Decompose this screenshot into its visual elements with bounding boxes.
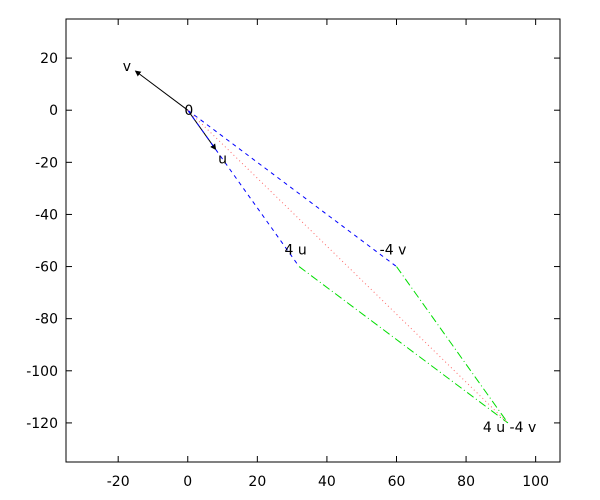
tick-layer: -20 0 20 40 60 80 100 20 0 -20 -40 -60 -80 -100 -120 xyxy=(26,19,560,490)
y-tick-label: -40 xyxy=(35,207,58,223)
y-tick-label: 0 xyxy=(49,103,58,119)
series-layer xyxy=(134,70,509,424)
x-tick-label: 20 xyxy=(248,474,266,490)
y-tick-label: 20 xyxy=(40,51,58,67)
point-label: 4 u xyxy=(284,243,306,259)
x-tick-label: 60 xyxy=(388,474,406,490)
plot-frame xyxy=(65,18,561,463)
y-tick-label: -80 xyxy=(35,312,58,328)
point-label: 4 u -4 v xyxy=(483,420,536,436)
series-line-6 xyxy=(396,266,509,424)
point-label: 0 xyxy=(184,103,193,119)
series-line-5 xyxy=(298,266,509,424)
series-line-2 xyxy=(187,109,217,151)
x-tick-label: 100 xyxy=(522,474,549,490)
y-tick-label: -120 xyxy=(26,416,58,432)
point-label: u xyxy=(218,151,227,167)
point-label: v xyxy=(123,59,131,75)
x-tick-label: 0 xyxy=(183,474,192,490)
series-line-7 xyxy=(187,109,509,424)
annotation-layer: v 0 u 4 u -4 v 4 u -4 v xyxy=(123,59,537,436)
series-line-1 xyxy=(134,70,189,111)
x-tick-label: -20 xyxy=(107,474,130,490)
series-line-4 xyxy=(187,109,397,267)
y-tick-label: -20 xyxy=(35,155,58,171)
x-tick-label: 80 xyxy=(457,474,475,490)
y-tick-label: -100 xyxy=(26,364,58,380)
x-tick-label: 40 xyxy=(318,474,336,490)
point-label: -4 v xyxy=(380,243,407,259)
y-tick-label: -60 xyxy=(35,260,58,276)
